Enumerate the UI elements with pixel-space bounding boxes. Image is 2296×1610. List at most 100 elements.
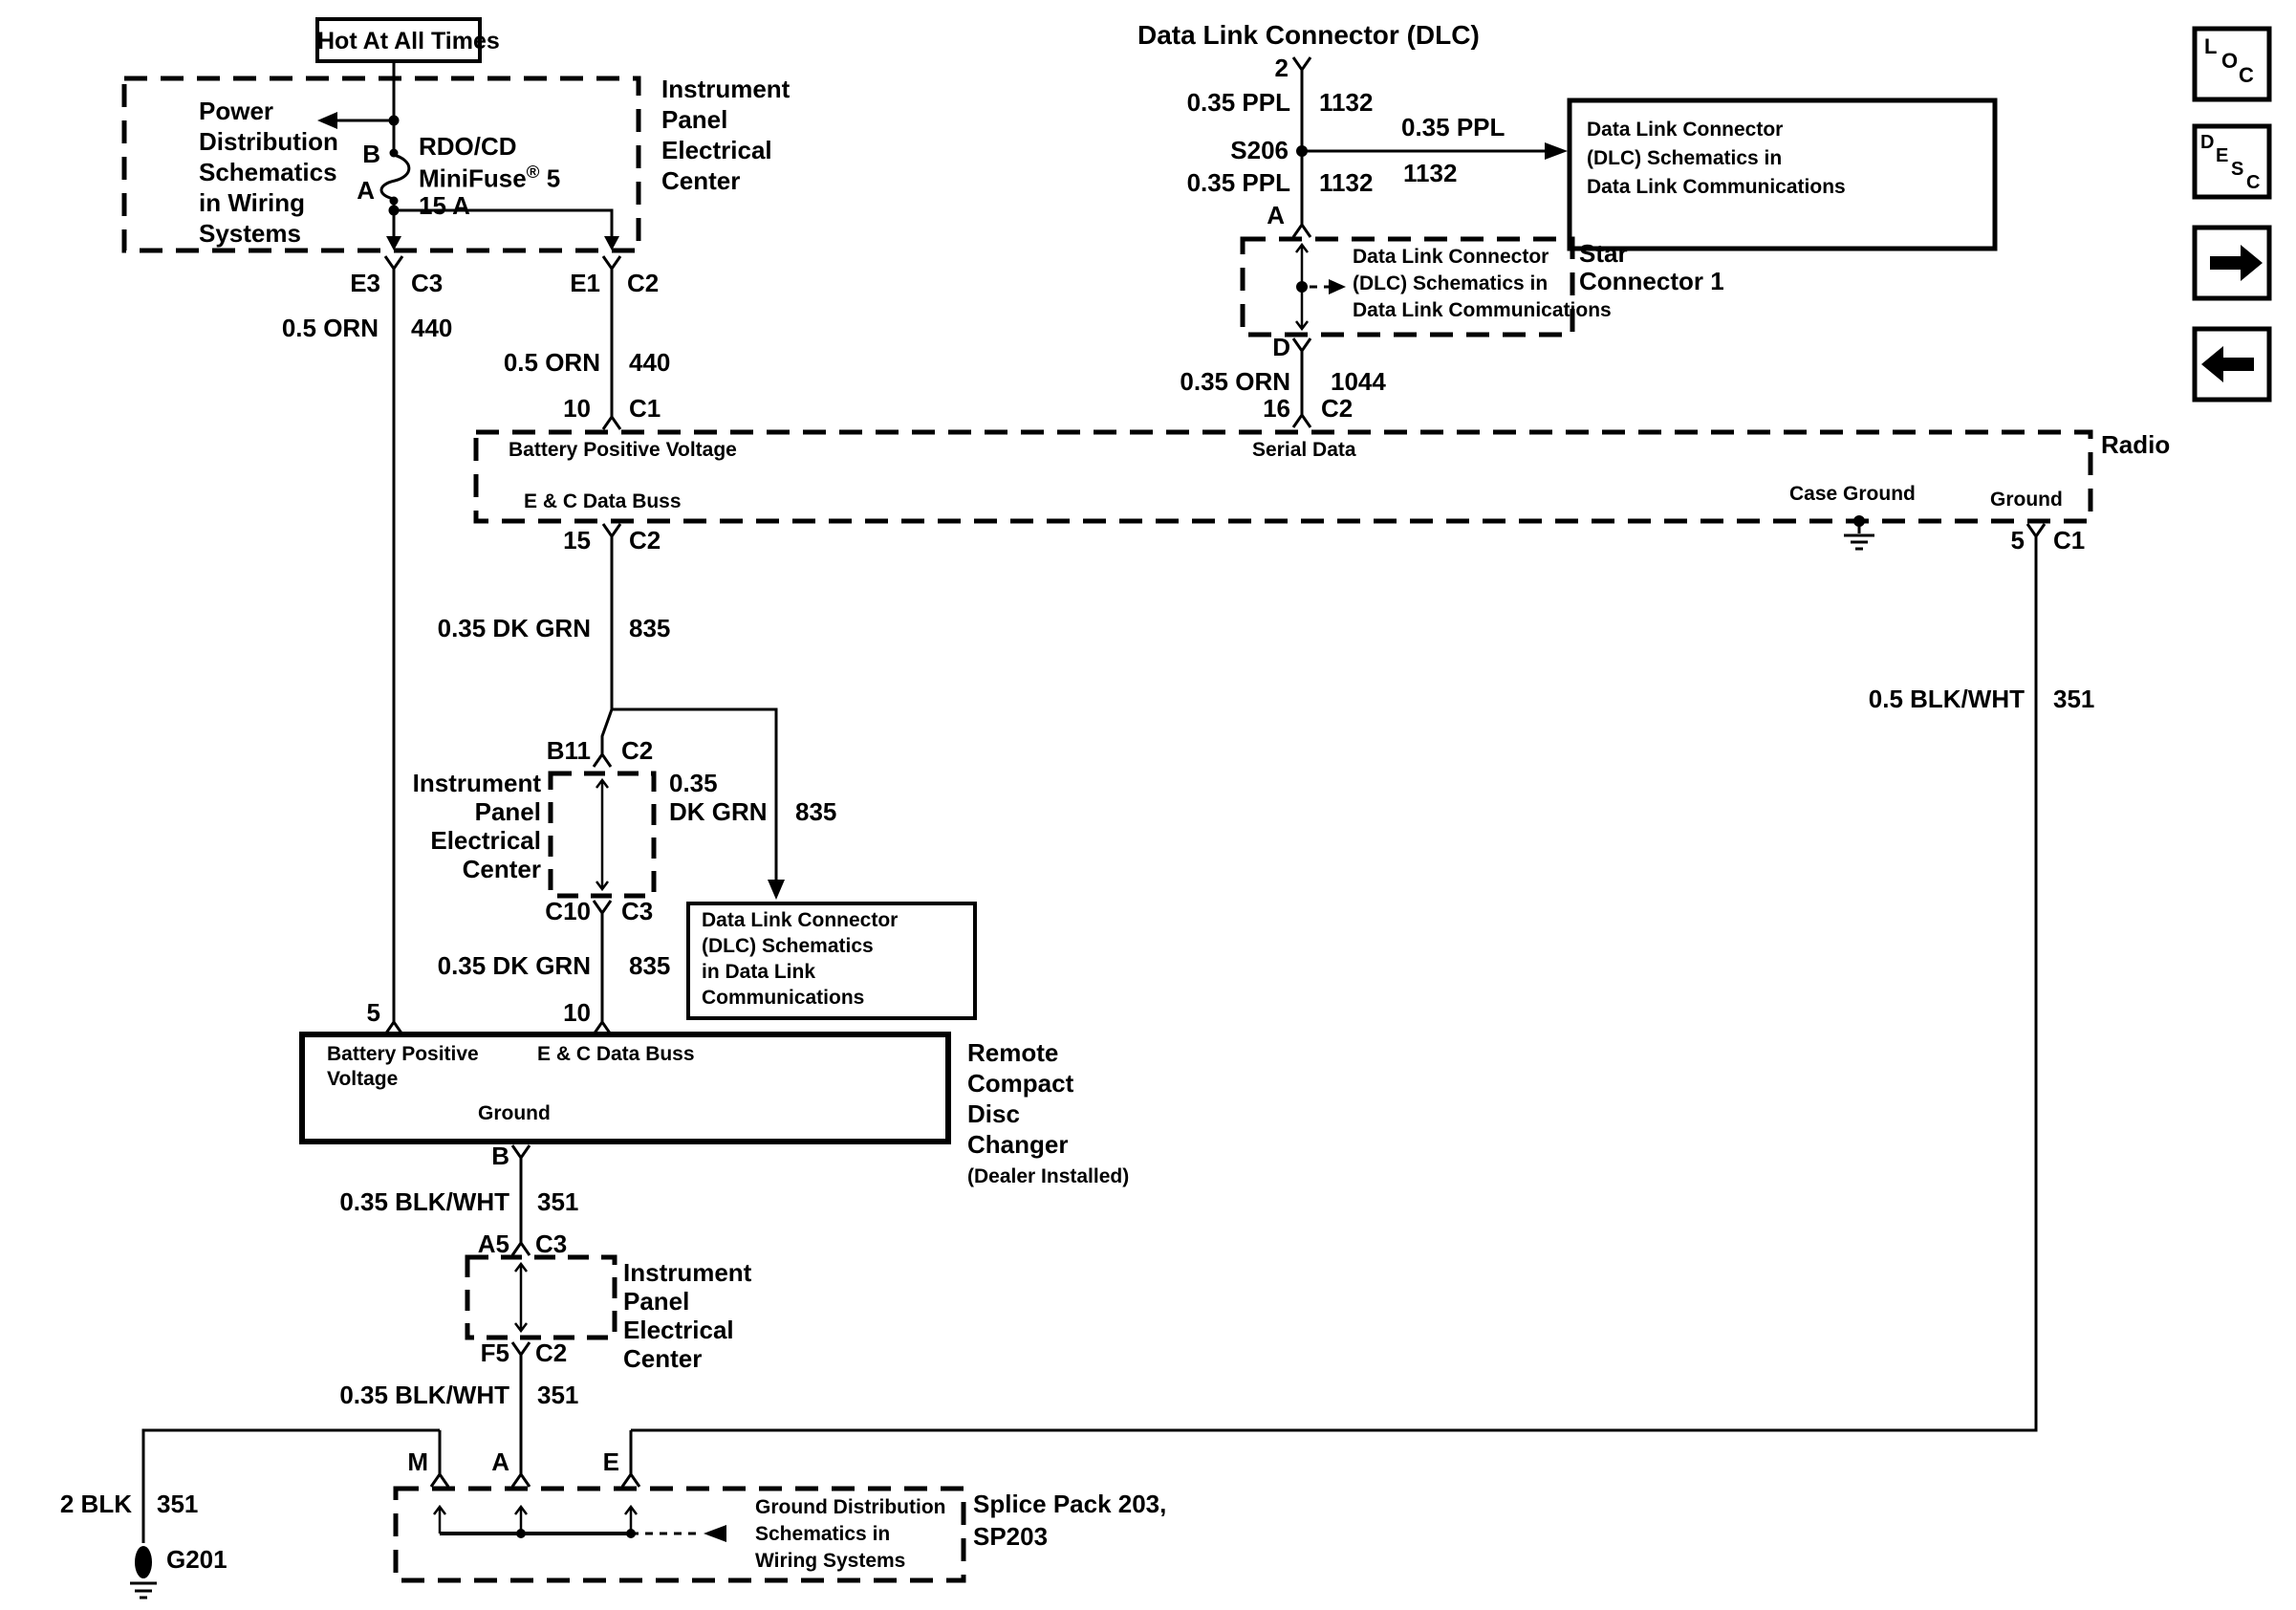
conn-cd5-symbol — [383, 1019, 404, 1035]
radio-buss-label: E & C Data Buss — [524, 490, 682, 512]
ipec-mid-name-line: Center — [462, 855, 541, 883]
splice-bus-dot — [626, 1529, 636, 1538]
conn-spa-symbol — [510, 1471, 531, 1488]
power-dist-arrowhead — [317, 112, 337, 129]
conn-c10-name: C3 — [621, 897, 654, 925]
splice-internal-stubs — [433, 1504, 638, 1534]
radio-name-label: Radio — [2101, 430, 2171, 459]
conn-c10-symbol — [592, 900, 613, 916]
radio-batt-label: Battery Positive Voltage — [509, 439, 737, 461]
splice-pin-e-label: E — [602, 1447, 619, 1476]
conn-f5-pin: F5 — [480, 1338, 509, 1367]
ground-dist-ref-line: Wiring Systems — [755, 1550, 906, 1572]
wire-g201-run — [141, 1428, 440, 1543]
cd-dealer-label: (Dealer Installed) — [967, 1165, 1130, 1187]
g201-label: G201 — [166, 1545, 227, 1574]
conn-cd10-symbol — [592, 1019, 613, 1035]
wire-dkgrn-branch-l1: 0.35 — [669, 769, 718, 797]
conn-r16-name: C2 — [1321, 394, 1354, 423]
conn-e3-symbol — [383, 255, 404, 272]
power-dist-ref-line: Systems — [199, 219, 301, 248]
ipec-mid-name-line: Panel — [474, 797, 541, 826]
power-dist-ref-line: Schematics — [199, 158, 337, 186]
splice-pin-a-label: A — [491, 1447, 509, 1476]
dlc-ref-tr-line: Data Link Communications — [1587, 176, 1846, 198]
conn-r5-pin: 5 — [2010, 526, 2025, 555]
wire-blkwht-right-label: 0.5 BLK/WHT — [1868, 685, 2025, 713]
s206-arrowhead — [1545, 142, 1568, 160]
cd-pinb-label: B — [491, 1142, 509, 1170]
fuse-terminal-a-dot — [389, 196, 399, 206]
star-ref-arrowhead — [1329, 279, 1346, 294]
desc-button[interactable] — [2192, 123, 2272, 200]
ipec-mid-name-line: Instrument — [412, 769, 541, 797]
wire-dkgrn2-label: 0.35 DK GRN — [437, 951, 591, 980]
cd-changer-box — [299, 1032, 951, 1144]
case-ground-symbol — [1844, 521, 1874, 551]
cd-name-line: Remote — [967, 1038, 1059, 1067]
ipec-mid-box — [548, 771, 657, 899]
fuse-name-label: RDO/CD — [419, 132, 517, 161]
wire-blkwht-351-right — [631, 536, 2038, 1432]
cd-name-line: Compact — [967, 1069, 1074, 1098]
exit-arrowhead-e3 — [386, 236, 401, 250]
conn-dlc2-symbol — [1291, 56, 1312, 73]
desc-button-letter: E — [2216, 145, 2229, 166]
power-dist-ref-line: in Wiring — [199, 188, 305, 217]
toolbar-buttons — [2192, 26, 2272, 402]
ipec-mid-internal-arrow — [596, 777, 609, 892]
star-pin-d-label: D — [1272, 333, 1290, 361]
dlc-ref-box-top-right — [1567, 98, 1998, 251]
wire-ppl-branch-circuit: 1132 — [1403, 159, 1458, 187]
fuse-rating-label: 15 A — [419, 191, 470, 220]
wire-ppl-bottom-label: 0.35 PPL — [1186, 168, 1290, 197]
fuse-terminal-b-dot — [389, 148, 399, 158]
wire-orn1-label: 0.5 ORN — [281, 314, 379, 342]
star-name-line2: Connector 1 — [1579, 267, 1724, 295]
junctions-and-arrowheads — [135, 112, 1865, 1578]
loc-button[interactable] — [2192, 26, 2272, 102]
dlc-ref-mid-line: Data Link Connector — [702, 909, 899, 931]
conn-r16-pin: 16 — [1263, 394, 1290, 423]
wire-dkgrn1-label: 0.35 DK GRN — [437, 614, 591, 642]
conn-cdb-symbol — [510, 1144, 531, 1161]
hot-at-all-times-box — [315, 17, 482, 63]
fuse-number: 5 — [546, 163, 561, 193]
conn-b11-symbol — [592, 751, 613, 768]
conn-b11-name: C2 — [621, 736, 654, 765]
radio-box — [473, 429, 2093, 524]
ground-dist-ref-line: Ground Distribution — [755, 1496, 946, 1518]
conn-e3-pin: E3 — [350, 269, 380, 297]
dlc-ref-box-mid — [686, 902, 977, 1020]
loc-button-letter: C — [2239, 63, 2254, 87]
cd-pin10-label: 10 — [563, 998, 591, 1027]
wires — [130, 56, 2047, 1599]
splice-bus — [440, 285, 1329, 1535]
wire-ppl-top-label: 0.35 PPL — [1186, 88, 1290, 117]
dlc-ref-mid-line: Communications — [702, 987, 865, 1009]
wire-blkwht-right-circuit: 351 — [2053, 685, 2095, 713]
conn-b11-pin: B11 — [546, 736, 591, 765]
ipec-bottom-name-line: Instrument — [623, 1258, 752, 1287]
wire-dkgrn1-circuit: 835 — [629, 614, 671, 642]
desc-button-letter: C — [2246, 172, 2261, 193]
wire-blkwht2-circuit: 351 — [537, 1381, 579, 1409]
s206-label: S206 — [1230, 136, 1289, 164]
wire-blk-circuit: 351 — [157, 1490, 199, 1518]
conn-r15-name: C2 — [629, 526, 661, 555]
wire-orn2-circuit: 440 — [629, 348, 671, 377]
wire-dkgrn-branch-l2: DK GRN — [669, 797, 768, 826]
s206-splice-dot — [1296, 145, 1308, 157]
fuse-terminal-b-label: B — [362, 140, 380, 168]
power-dist-ref-line: Distribution — [199, 127, 338, 156]
wire-orn1-circuit: 440 — [411, 314, 453, 342]
conn-r15-pin: 15 — [563, 526, 591, 555]
ipec-bottom-box — [465, 1254, 617, 1340]
dlc-title: Data Link Connector (DLC) — [1137, 20, 1480, 50]
conn-f5-symbol — [510, 1341, 531, 1358]
dlc-ref-tr-line: Data Link Connector — [1587, 119, 1784, 141]
wire-orn1044-circuit: 1044 — [1331, 367, 1386, 396]
wire-dkgrn-branch — [612, 707, 778, 880]
